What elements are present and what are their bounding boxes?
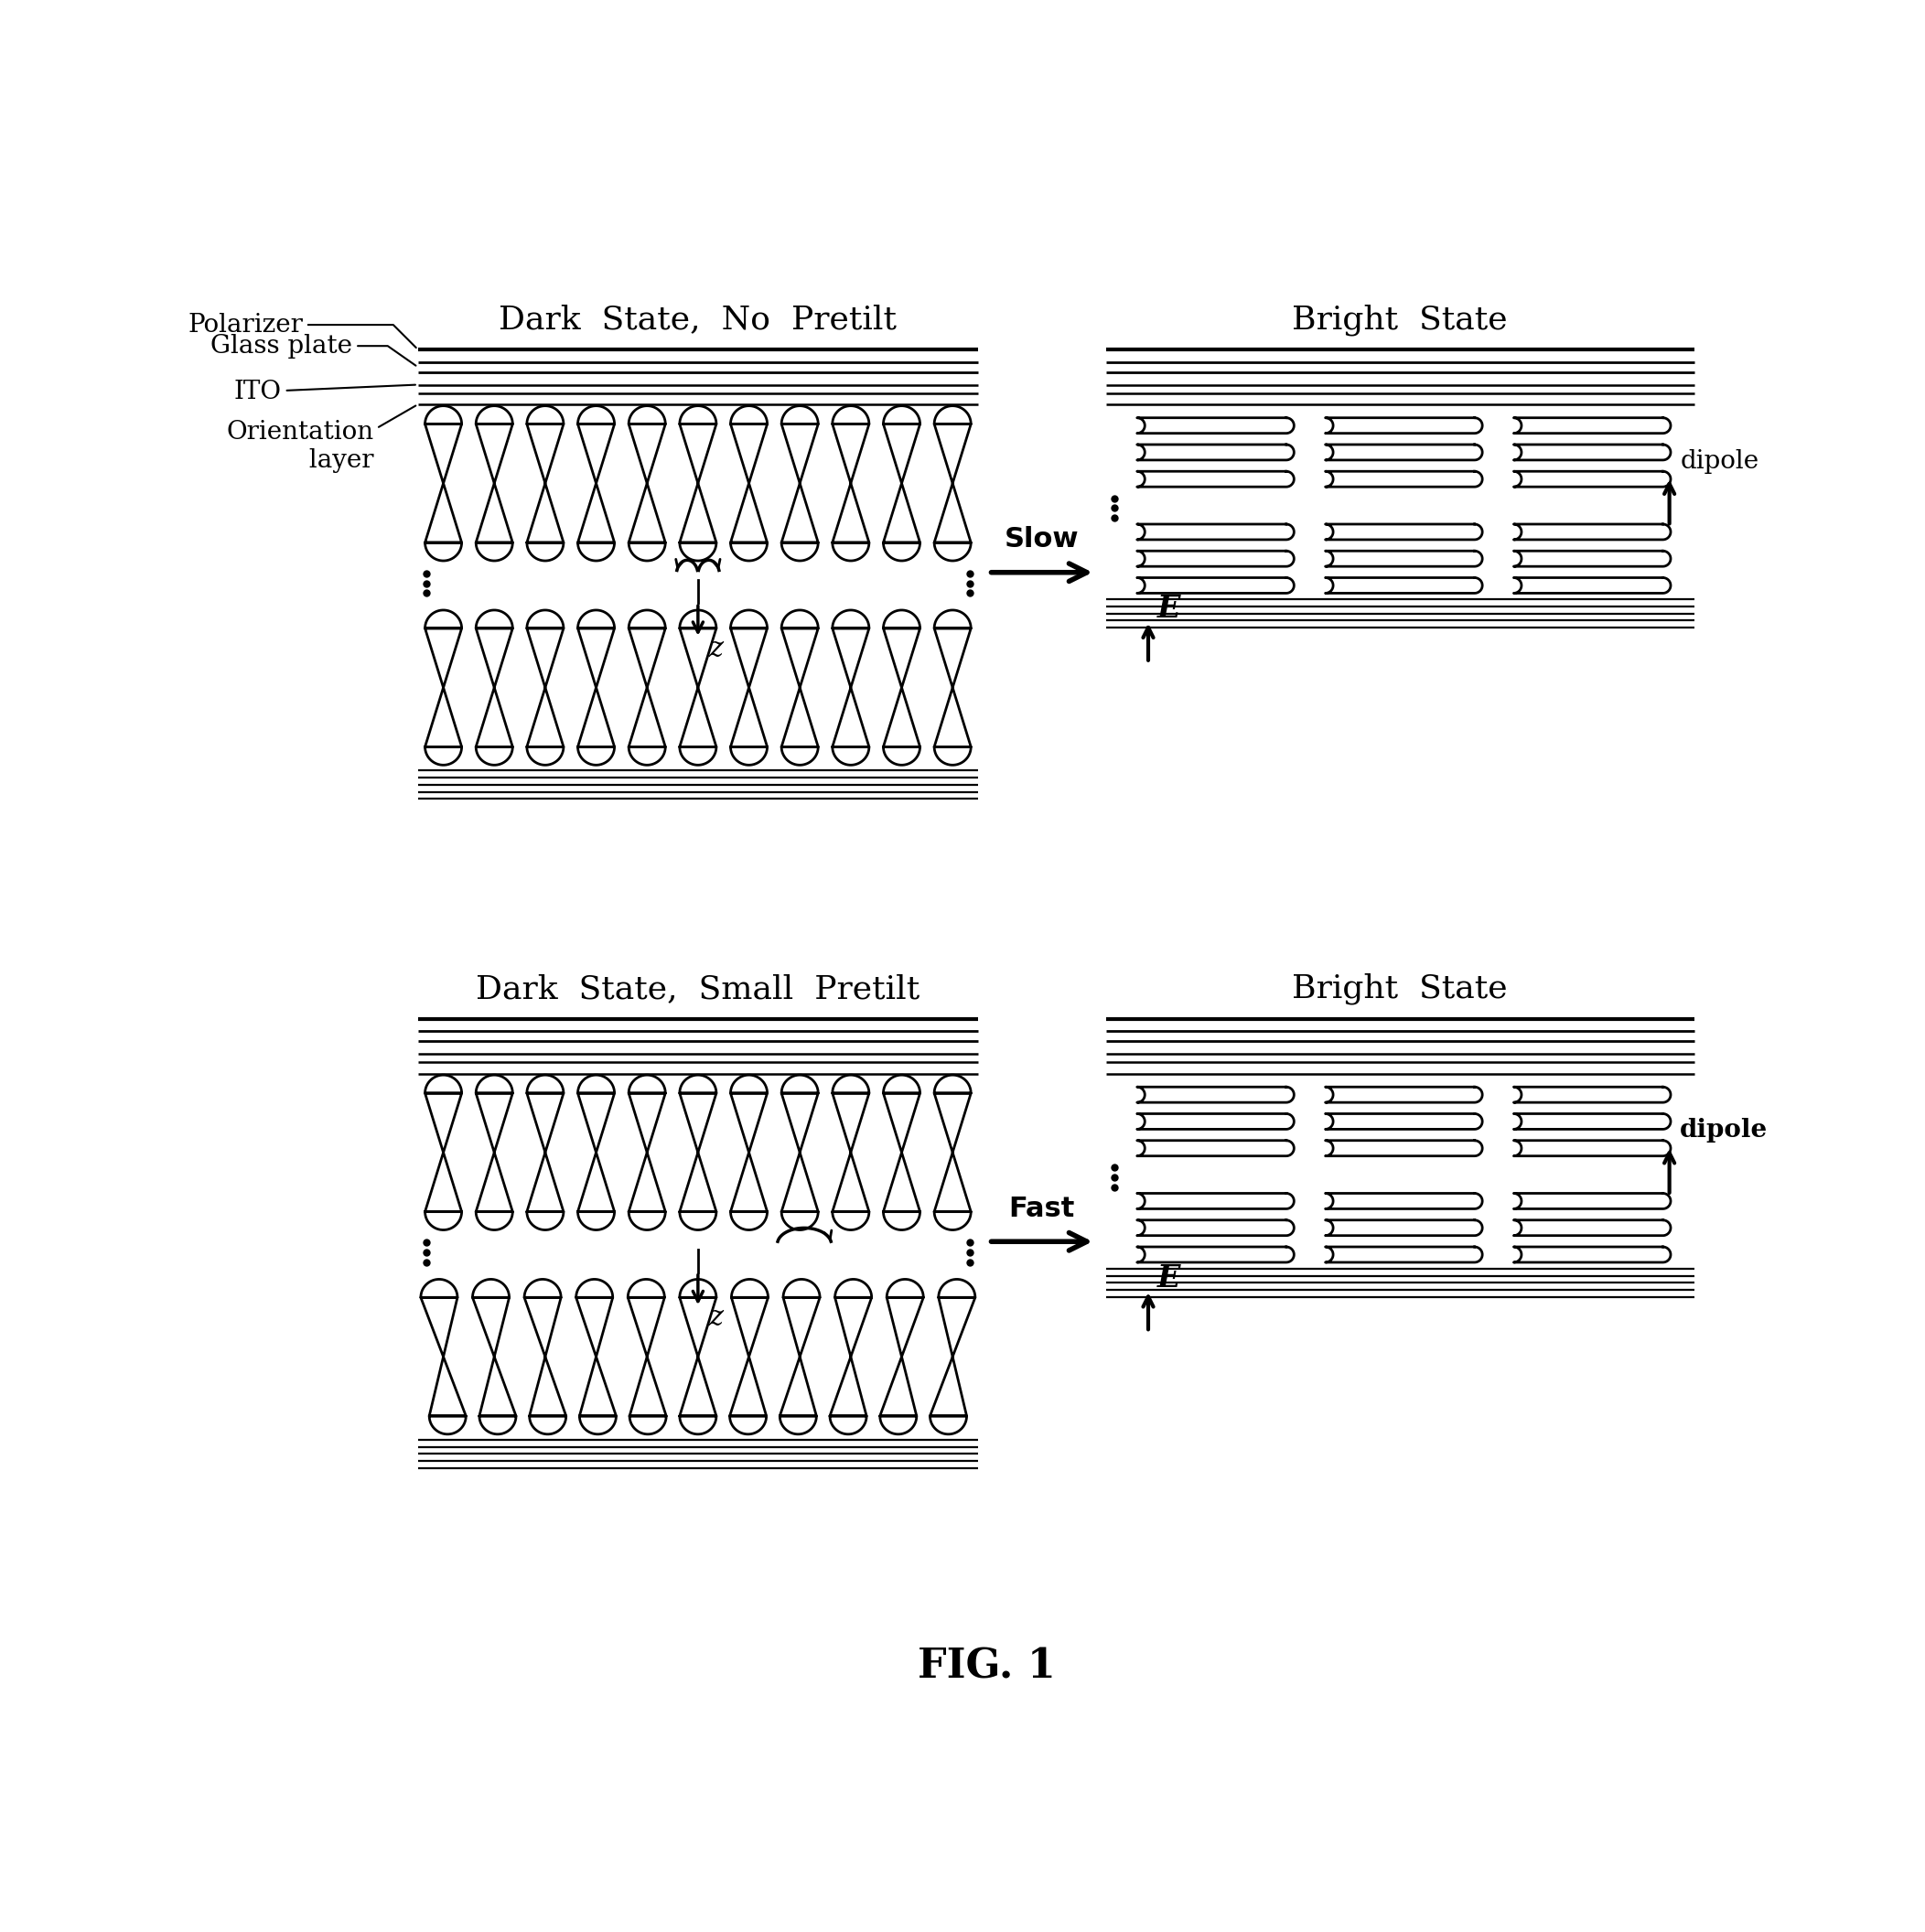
Text: Orientation
 layer: Orientation layer <box>227 406 416 473</box>
Text: z: z <box>708 1304 724 1333</box>
Text: Fast: Fast <box>1009 1196 1074 1221</box>
Text: FIG. 1: FIG. 1 <box>918 1646 1055 1687</box>
Text: z: z <box>708 636 724 663</box>
Text: Dark  State,  No  Pretilt: Dark State, No Pretilt <box>499 303 897 336</box>
Text: Bright  State: Bright State <box>1292 303 1507 336</box>
Text: Slow: Slow <box>1005 526 1080 553</box>
Text: Polarizer: Polarizer <box>189 313 416 348</box>
Text: E: E <box>1157 1264 1180 1293</box>
Text: dipole: dipole <box>1681 1119 1767 1142</box>
Text: Bright  State: Bright State <box>1292 974 1507 1005</box>
Text: E: E <box>1157 593 1180 624</box>
Text: Dark  State,  Small  Pretilt: Dark State, Small Pretilt <box>475 974 920 1005</box>
Text: Glass plate: Glass plate <box>212 334 416 365</box>
Text: dipole: dipole <box>1681 448 1759 473</box>
Text: ITO: ITO <box>235 379 416 404</box>
